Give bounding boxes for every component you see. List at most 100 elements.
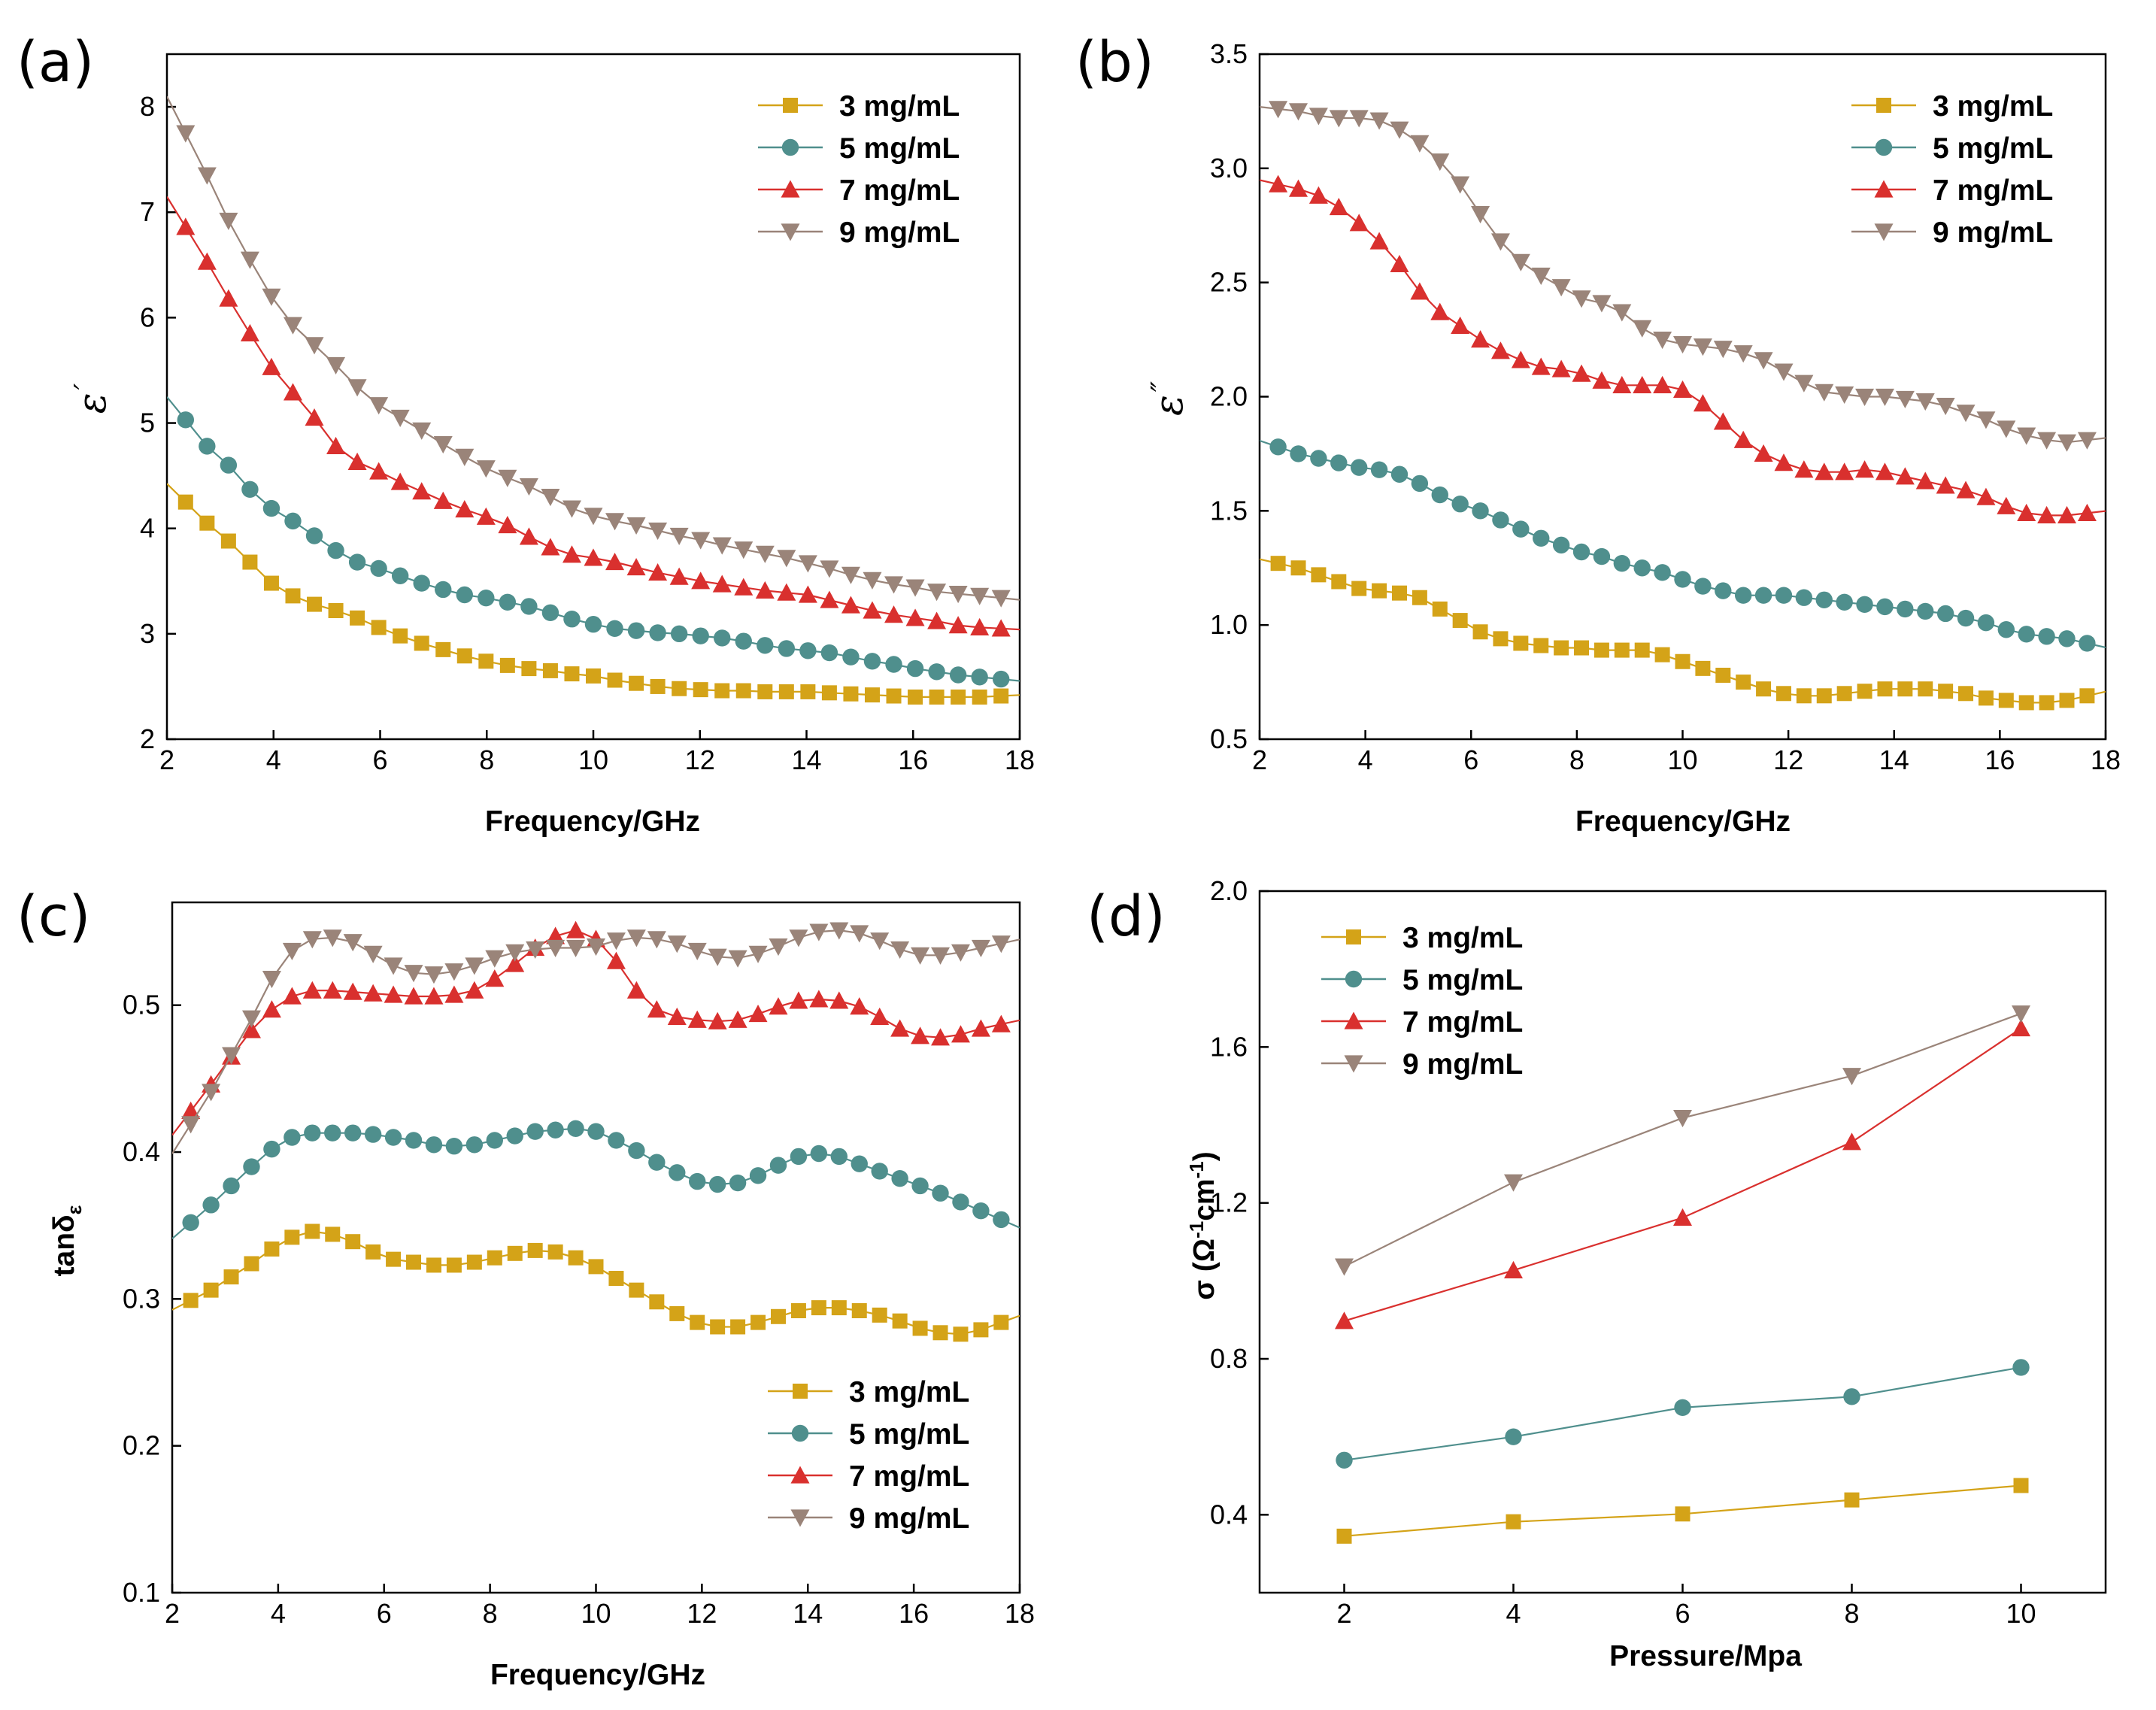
data-point — [541, 538, 560, 556]
data-point — [841, 596, 860, 614]
y-tick-label: 8 — [140, 91, 155, 122]
data-point — [790, 1148, 808, 1166]
data-point — [991, 1014, 1011, 1032]
data-point — [1997, 621, 2015, 638]
data-point — [672, 681, 687, 696]
series-7-mg-ml — [1260, 174, 2106, 524]
data-point — [405, 1132, 423, 1149]
data-point — [1653, 331, 1672, 350]
legend-item: 7 mg/mL — [758, 174, 960, 207]
data-point — [456, 648, 472, 664]
y-tick-label: 3.5 — [1210, 38, 1248, 69]
data-point — [1370, 461, 1388, 478]
data-point — [241, 481, 259, 499]
data-point — [242, 554, 258, 570]
data-point — [478, 589, 495, 607]
data-point — [669, 567, 689, 585]
legend-item: 9 mg/mL — [758, 217, 960, 249]
data-point — [324, 1124, 341, 1142]
data-point — [870, 1007, 890, 1025]
data-point — [505, 944, 525, 962]
data-point — [465, 981, 484, 999]
panel-a-ylabel: ε′ — [68, 383, 115, 414]
data-point — [748, 1004, 768, 1023]
data-point — [1634, 642, 1650, 658]
y-tick-label: 6 — [140, 302, 155, 332]
x-tick-label: 4 — [1506, 1598, 1521, 1629]
data-point — [2039, 695, 2054, 711]
data-point — [262, 357, 281, 375]
data-point — [465, 957, 484, 975]
data-point — [223, 1269, 239, 1285]
x-tick-label: 4 — [271, 1598, 286, 1629]
data-point — [521, 661, 537, 677]
data-point — [1551, 279, 1571, 297]
data-point — [1673, 1110, 1692, 1128]
data-point — [1978, 690, 1994, 706]
data-point — [1836, 593, 1853, 611]
data-point — [445, 1138, 463, 1155]
data-point — [1754, 587, 1772, 604]
data-point — [1734, 587, 1752, 604]
data-point — [197, 167, 217, 185]
data-point — [851, 1302, 867, 1318]
data-point — [906, 659, 924, 678]
data-point — [1506, 1514, 1521, 1530]
data-point — [541, 604, 559, 622]
data-point — [629, 675, 644, 691]
legend-item: 5 mg/mL — [768, 1418, 969, 1451]
x-tick-label: 2 — [1336, 1598, 1351, 1629]
y-tick-label: 4 — [140, 513, 155, 544]
data-point — [262, 499, 280, 517]
data-point — [1451, 316, 1470, 334]
data-point — [1736, 675, 1751, 690]
data-point — [1269, 101, 1288, 119]
panel-d-label: (d) — [1087, 884, 1166, 949]
data-point — [241, 1020, 261, 1038]
data-point — [369, 462, 389, 480]
data-point — [1997, 420, 2016, 438]
legend-marker — [1875, 138, 1893, 156]
data-point — [1918, 681, 1933, 697]
x-tick-label: 16 — [899, 1598, 929, 1629]
data-point — [798, 585, 817, 603]
data-point — [220, 456, 238, 474]
legend-marker — [793, 1384, 808, 1399]
data-point — [927, 611, 947, 629]
data-point — [769, 1157, 787, 1174]
data-point — [1471, 205, 1490, 224]
data-point — [951, 689, 966, 705]
data-point — [1857, 684, 1872, 699]
data-point — [222, 1047, 241, 1065]
data-point — [1695, 660, 1711, 676]
legend-marker — [790, 1509, 810, 1527]
data-point — [864, 687, 880, 703]
data-point — [390, 472, 410, 490]
data-point — [1956, 405, 1976, 423]
data-point — [606, 620, 623, 638]
data-point — [1733, 430, 1753, 448]
data-point — [993, 1211, 1010, 1229]
data-point — [2059, 693, 2075, 708]
legend-marker — [1346, 929, 1361, 944]
y-tick-label: 1.5 — [1210, 495, 1248, 526]
data-point — [708, 1175, 726, 1193]
data-point — [365, 1244, 381, 1260]
data-point — [606, 951, 626, 969]
data-point — [710, 1319, 726, 1335]
data-point — [973, 1322, 989, 1338]
data-point — [1308, 186, 1328, 204]
legend-item: 3 mg/mL — [768, 1376, 969, 1408]
data-point — [393, 628, 408, 644]
data-point — [1505, 1428, 1522, 1445]
data-point — [444, 963, 464, 981]
data-point — [435, 641, 451, 657]
data-point — [689, 1172, 706, 1190]
data-point — [1915, 393, 1935, 411]
data-point — [1633, 375, 1652, 393]
data-point — [799, 642, 817, 659]
data-point — [911, 1026, 930, 1044]
data-point — [284, 512, 302, 530]
data-point — [506, 1127, 523, 1145]
legend-marker — [781, 138, 799, 156]
